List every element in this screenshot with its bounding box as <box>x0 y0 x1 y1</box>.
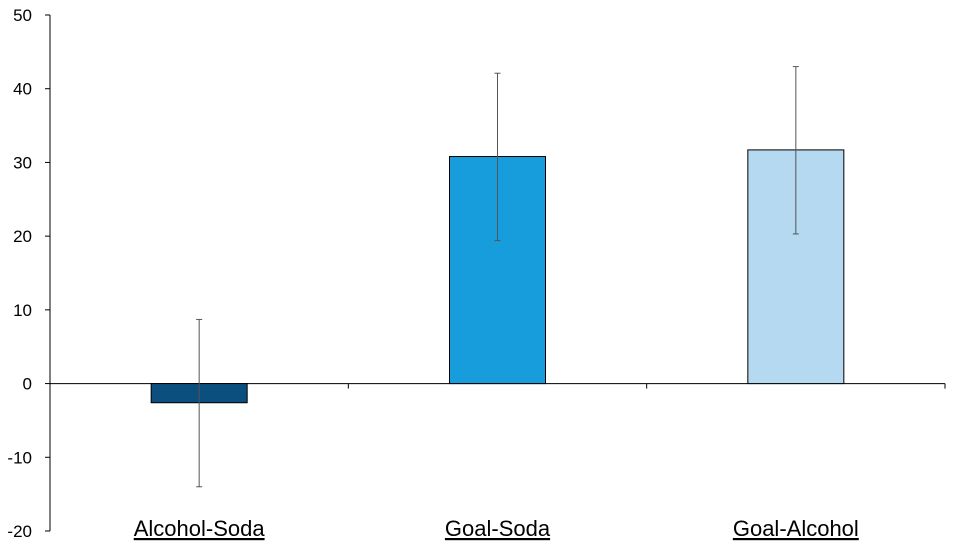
y-tick-label: 30 <box>13 153 32 172</box>
labels-layer: -20 -10 0 10 20 30 40 50 Alcohol-Soda Goal-Soda Go… <box>7 6 858 541</box>
error-bars-layer <box>196 66 799 488</box>
y-tick-label: 0 <box>23 375 32 394</box>
category-label: Alcohol-Soda <box>134 516 266 541</box>
category-label: Goal-Alcohol <box>733 516 859 541</box>
y-tick-label: -20 <box>7 522 32 541</box>
category-label: Goal-Soda <box>445 516 551 541</box>
y-tick-label: -10 <box>7 448 32 467</box>
y-tick-label: 40 <box>13 80 32 99</box>
y-tick-label: 50 <box>13 6 32 25</box>
y-tick-label: 20 <box>13 227 32 246</box>
y-tick-label: 10 <box>13 301 32 320</box>
